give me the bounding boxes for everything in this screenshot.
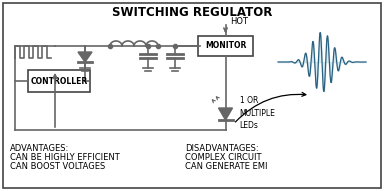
Polygon shape xyxy=(218,108,232,120)
Text: HOT: HOT xyxy=(230,18,248,27)
Text: MONITOR: MONITOR xyxy=(205,41,246,50)
Text: COMPLEX CIRCUIT: COMPLEX CIRCUIT xyxy=(185,153,262,162)
Text: SWITCHING REGULATOR: SWITCHING REGULATOR xyxy=(112,6,272,19)
Text: CAN BOOST VOLTAGES: CAN BOOST VOLTAGES xyxy=(10,162,105,171)
Text: DISADVANTAGES:: DISADVANTAGES: xyxy=(185,144,259,153)
Bar xyxy=(198,36,253,56)
Bar xyxy=(28,70,90,92)
Text: CONTROLLER: CONTROLLER xyxy=(30,77,88,86)
Text: CAN BE HIGHLY EFFICIENT: CAN BE HIGHLY EFFICIENT xyxy=(10,153,120,162)
Text: 1 OR
MULTIPLE
LEDs: 1 OR MULTIPLE LEDs xyxy=(240,96,275,130)
Polygon shape xyxy=(78,52,92,62)
Text: CAN GENERATE EMI: CAN GENERATE EMI xyxy=(185,162,268,171)
Text: ADVANTAGES:: ADVANTAGES: xyxy=(10,144,69,153)
